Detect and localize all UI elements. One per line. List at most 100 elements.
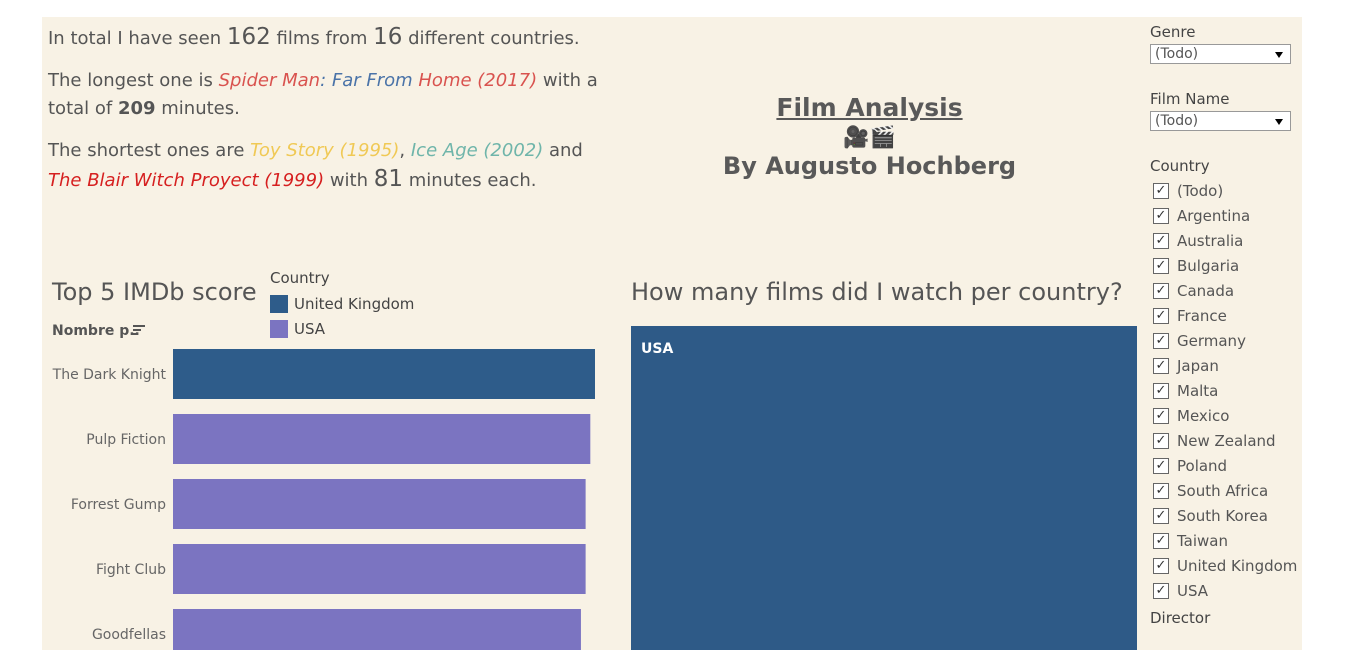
dashboard-title: Film Analysis 🎥🎬 By Augusto Hochberg	[642, 93, 1097, 180]
shortest-minutes: 81	[373, 166, 404, 192]
country-option-south-africa[interactable]: ✓ South Africa	[1150, 478, 1302, 503]
bar-label: Fight Club	[96, 562, 166, 578]
bar-fight-club[interactable]	[173, 544, 586, 594]
filters-panel: Genre (Todo) Film Name (Todo) Country ✓ (…	[1150, 23, 1302, 630]
director-filter-label: Director	[1150, 609, 1211, 627]
country-option-label: France	[1177, 306, 1227, 325]
shortest-film-c: The Blair Witch Proyect (1999)	[48, 170, 325, 191]
country-treemap: USA	[631, 326, 1137, 650]
checkbox-checked-icon[interactable]: ✓	[1153, 507, 1169, 524]
checkbox-checked-icon[interactable]: ✓	[1153, 382, 1169, 399]
country-option-poland[interactable]: ✓ Poland	[1150, 453, 1302, 478]
bar-the-dark-knight[interactable]	[173, 349, 595, 399]
summary-text: In total I have seen 162 films from 16 d…	[48, 23, 608, 209]
bar-label: Forrest Gump	[71, 497, 166, 513]
bar-label: The Dark Knight	[52, 367, 167, 383]
country-option-new-zealand[interactable]: ✓ New Zealand	[1150, 428, 1302, 453]
country-option-label: South Korea	[1177, 506, 1268, 525]
films-count: 162	[226, 24, 271, 50]
country-option-label: Bulgaria	[1177, 256, 1240, 275]
checkbox-checked-icon[interactable]: ✓	[1153, 282, 1169, 299]
checkbox-checked-icon[interactable]: ✓	[1153, 232, 1169, 249]
dropdown-arrow-icon	[1275, 52, 1283, 58]
summary-line-longest: The longest one is Spider Man: Far From …	[48, 70, 598, 119]
bar-forrest-gump[interactable]	[173, 479, 586, 529]
checkbox-checked-icon[interactable]: ✓	[1153, 457, 1169, 474]
country-option-todo[interactable]: ✓ (Todo)	[1150, 178, 1302, 203]
country-option-label: Australia	[1177, 231, 1244, 250]
checkbox-checked-icon[interactable]: ✓	[1153, 532, 1169, 549]
country-option-argentina[interactable]: ✓ Argentina	[1150, 203, 1302, 228]
country-option-usa[interactable]: ✓ USA	[1150, 578, 1302, 603]
bar-label: Pulp Fiction	[86, 432, 166, 448]
country-option-label: United Kingdom	[1177, 556, 1298, 575]
shortest-film-a: Toy Story (1995)	[250, 140, 400, 161]
sort-icon[interactable]	[132, 323, 146, 337]
checkbox-checked-icon[interactable]: ✓	[1153, 307, 1169, 324]
legend-item-uk[interactable]: United Kingdom	[270, 291, 414, 316]
legend-swatch-uk	[270, 294, 288, 313]
dashboard: In total I have seen 162 films from 16 d…	[42, 17, 1302, 650]
country-option-label: Germany	[1177, 331, 1246, 350]
axis-header: Nombre p..	[52, 323, 140, 339]
top5-title: Top 5 IMDb score	[52, 278, 257, 306]
checkbox-checked-icon[interactable]: ✓	[1153, 207, 1169, 224]
longest-film-part-c: Far From	[331, 70, 413, 91]
country-option-japan[interactable]: ✓ Japan	[1150, 353, 1302, 378]
film-name-select[interactable]: (Todo)	[1150, 111, 1291, 131]
country-option-germany[interactable]: ✓ Germany	[1150, 328, 1302, 353]
country-option-label: USA	[1177, 581, 1209, 600]
bar-label: Goodfellas	[92, 627, 166, 643]
checkbox-checked-icon[interactable]: ✓	[1153, 332, 1169, 349]
genre-filter-label: Genre	[1150, 23, 1196, 41]
country-option-bulgaria[interactable]: ✓ Bulgaria	[1150, 253, 1302, 278]
checkbox-checked-icon[interactable]: ✓	[1153, 432, 1169, 449]
top5-bar-chart: The Dark Knight Pulp Fiction Forrest Gump F…	[52, 349, 595, 650]
film-name-filter-label: Film Name	[1150, 90, 1230, 108]
country-option-mexico[interactable]: ✓ Mexico	[1150, 403, 1302, 428]
longest-minutes: 209	[117, 98, 156, 119]
checkbox-checked-icon[interactable]: ✓	[1153, 582, 1169, 599]
country-option-south-korea[interactable]: ✓ South Korea	[1150, 503, 1302, 528]
checkbox-checked-icon[interactable]: ✓	[1153, 482, 1169, 499]
checkbox-checked-icon[interactable]: ✓	[1153, 257, 1169, 274]
country-option-label: Poland	[1177, 456, 1228, 475]
country-option-label: South Africa	[1177, 481, 1269, 500]
country-option-label: (Todo)	[1177, 181, 1224, 200]
camera-clapper-icon: 🎥🎬	[843, 125, 896, 149]
bar-pulp-fiction[interactable]	[173, 414, 591, 464]
checkbox-checked-icon[interactable]: ✓	[1153, 407, 1169, 424]
checkbox-checked-icon[interactable]: ✓	[1153, 557, 1169, 574]
country-option-france[interactable]: ✓ France	[1150, 303, 1302, 328]
country-option-label: Mexico	[1177, 406, 1230, 425]
countries-count: 16	[373, 24, 403, 50]
country-option-label: Canada	[1177, 281, 1235, 300]
dropdown-arrow-icon	[1275, 119, 1283, 125]
genre-select[interactable]: (Todo)	[1150, 44, 1291, 64]
country-filter-label: Country	[1150, 157, 1210, 175]
treemap-label-usa: USA	[641, 341, 673, 357]
country-option-australia[interactable]: ✓ Australia	[1150, 228, 1302, 253]
treemap-cell-usa[interactable]	[631, 326, 1137, 650]
checkbox-checked-icon[interactable]: ✓	[1153, 357, 1169, 374]
summary-line-shortest: The shortest ones are Toy Story (1995), …	[48, 140, 583, 192]
legend-title: Country	[270, 269, 330, 287]
country-option-label: Japan	[1177, 356, 1219, 375]
country-option-malta[interactable]: ✓ Malta	[1150, 378, 1302, 403]
country-option-label: Argentina	[1177, 206, 1251, 225]
country-checkbox-list: ✓ (Todo) ✓ Argentina ✓ Australia ✓ Bulgaria ✓ Can…	[1150, 178, 1302, 603]
country-option-canada[interactable]: ✓ Canada	[1150, 278, 1302, 303]
summary-line-total: In total I have seen 162 films from 16 d…	[48, 24, 580, 50]
chart-legend: Country United Kingdom USA	[270, 269, 414, 341]
page-title: Film Analysis	[776, 93, 963, 122]
shortest-film-b: Ice Age (2002)	[410, 140, 544, 161]
treemap-title: How many films did I watch per country?	[631, 278, 1123, 306]
longest-film-part-a: Spider Man	[218, 70, 321, 91]
country-option-united-kingdom[interactable]: ✓ United Kingdom	[1150, 553, 1302, 578]
country-option-label: Malta	[1177, 381, 1219, 400]
country-option-taiwan[interactable]: ✓ Taiwan	[1150, 528, 1302, 553]
bar-goodfellas[interactable]	[173, 609, 581, 650]
legend-item-usa[interactable]: USA	[270, 316, 414, 341]
checkbox-checked-icon[interactable]: ✓	[1153, 182, 1169, 199]
author-byline: By Augusto Hochberg	[722, 152, 1017, 180]
